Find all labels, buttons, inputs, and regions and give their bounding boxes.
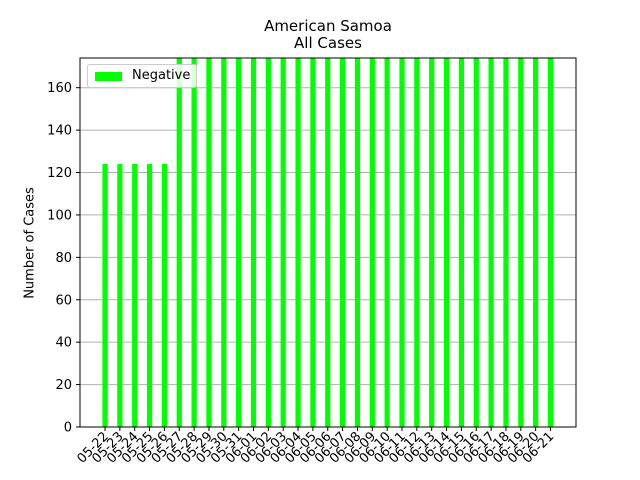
bar-06-04 xyxy=(295,58,301,427)
bar-05-23 xyxy=(117,164,123,427)
y-tick-label: 40 xyxy=(55,336,72,351)
bar-06-18 xyxy=(503,58,509,427)
bar-06-13 xyxy=(429,58,435,427)
y-tick-label: 140 xyxy=(47,124,72,139)
y-tick-label: 60 xyxy=(55,293,72,308)
bar-06-12 xyxy=(414,58,420,427)
bar-06-05 xyxy=(310,58,316,427)
bar-06-01 xyxy=(250,58,257,427)
bar-06-19 xyxy=(518,58,524,427)
legend-label-negative: Negative xyxy=(132,68,191,83)
bar-05-31 xyxy=(236,58,242,427)
chart-subtitle: All Cases xyxy=(294,34,362,52)
y-axis: 0 20 40 60 80 100 120 140 160 xyxy=(47,81,80,436)
x-axis: 05-2205-2305-2405-2505-2605-2705-2805-29… xyxy=(75,427,557,467)
y-tick-label: 160 xyxy=(47,81,72,96)
y-tick-label: 0 xyxy=(64,421,72,436)
chart-title: American Samoa xyxy=(264,17,392,35)
y-tick-label: 20 xyxy=(55,378,72,393)
bar-06-06 xyxy=(325,58,331,427)
bars xyxy=(102,58,554,427)
bar-06-03 xyxy=(280,58,286,427)
bar-06-07 xyxy=(340,58,346,427)
bar-06-11 xyxy=(399,58,405,427)
bar-05-26 xyxy=(161,164,167,427)
bar-05-24 xyxy=(132,164,138,427)
bar-05-29 xyxy=(206,58,212,427)
bar-06-10 xyxy=(384,58,390,427)
bar-06-15 xyxy=(458,58,464,427)
bar-06-16 xyxy=(473,58,479,427)
bar-06-20 xyxy=(533,58,539,427)
bar-06-02 xyxy=(265,58,271,427)
bar-06-09 xyxy=(369,58,375,427)
bar-05-22 xyxy=(102,164,108,427)
bar-06-17 xyxy=(488,58,494,427)
bar-05-28 xyxy=(191,58,197,427)
bar-05-27 xyxy=(176,58,182,427)
y-tick-label: 120 xyxy=(47,166,72,181)
bar-05-25 xyxy=(146,164,153,427)
legend-swatch-negative xyxy=(95,72,122,81)
y-tick-label: 100 xyxy=(47,208,72,223)
bar-06-21 xyxy=(547,58,554,427)
legend: Negative xyxy=(87,64,197,88)
bar-06-08 xyxy=(354,58,361,427)
y-tick-label: 80 xyxy=(55,251,72,266)
bar-06-14 xyxy=(443,58,450,427)
bar-05-30 xyxy=(221,58,227,427)
